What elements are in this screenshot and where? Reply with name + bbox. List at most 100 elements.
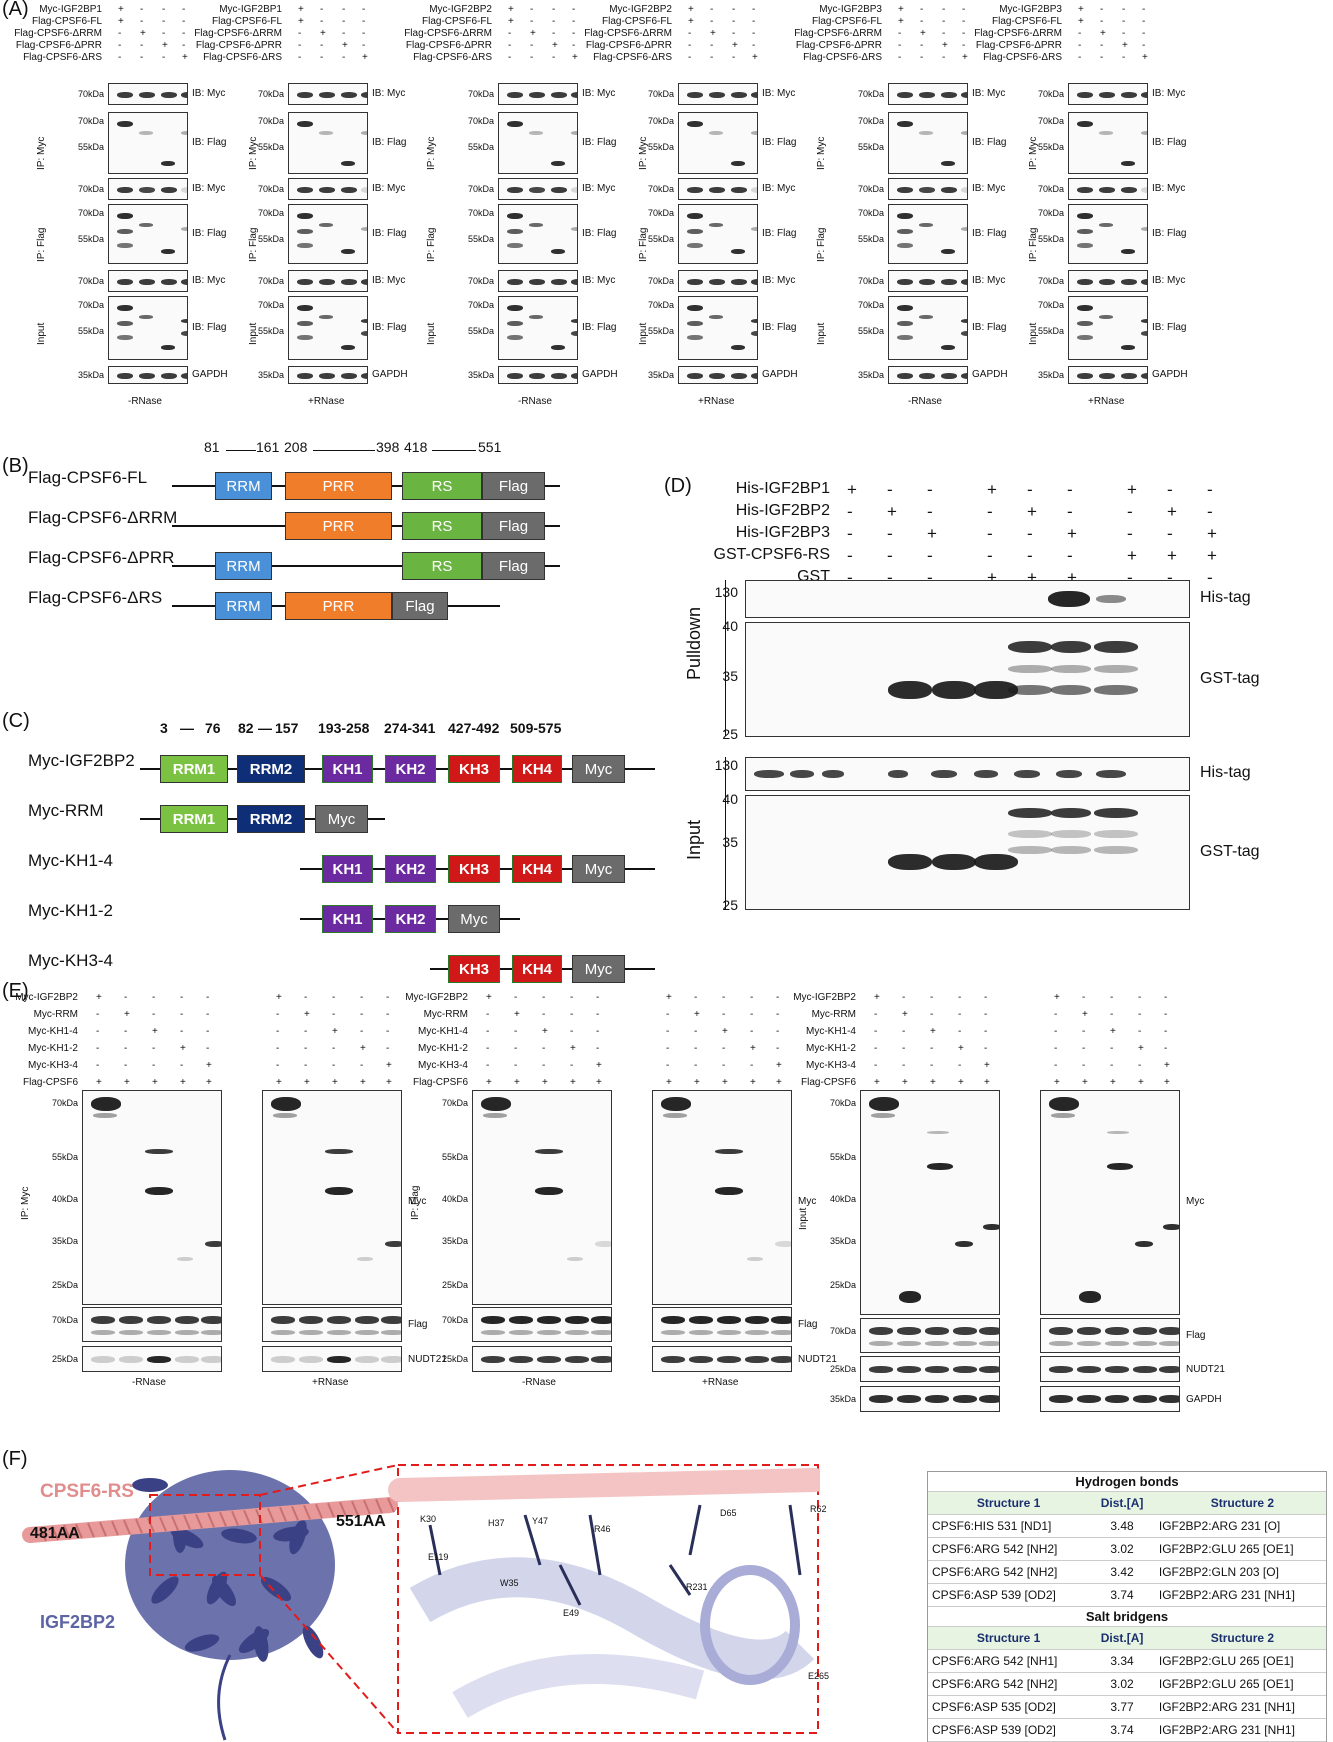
section-label: IP: Myc [248,136,259,170]
blot-band [181,227,187,231]
mw-marker: 55kDa [857,234,884,244]
blot-band [717,1316,741,1324]
salt-bridge-title: Salt bridgens [928,1607,1326,1627]
sign: - [1100,40,1104,51]
mw-marker: 55kDa [77,234,104,244]
mw-marker: 70kDa [1037,300,1064,310]
blot-band [1051,641,1091,653]
range-line [432,450,476,451]
blot-label: GAPDH [1152,369,1188,380]
blot-band [888,770,908,778]
blot-band [529,223,543,227]
blot-band [1077,243,1093,248]
construct-name: Myc-KH3-4 [28,951,114,970]
blot-band [897,373,913,379]
row-label: Flag-CPSF6 [22,1077,78,1088]
blot-band [319,187,335,193]
sign: - [874,1026,878,1037]
sign: - [118,40,122,51]
section-label: IP: Myc [1028,136,1039,170]
domain-kh4: KH4 [512,955,562,983]
sign: - [508,40,512,51]
blot-strip [288,112,368,174]
sign: - [1127,568,1133,587]
sign: - [360,1009,364,1020]
blot-band [297,243,313,248]
table-cell: 3.34 [1110,1654,1134,1668]
blot-band [1096,595,1126,603]
sign: - [1027,524,1033,543]
sign: - [360,1060,364,1071]
blot-band [535,1187,563,1195]
sign: + [987,568,997,587]
blot-band [961,92,967,98]
domain-kh2: KH2 [385,855,436,883]
sign: - [542,992,546,1003]
blot-band [925,1327,949,1335]
sign: + [874,1077,880,1088]
mw-marker: 70kDa [77,300,104,310]
blot-strip [860,1356,1000,1382]
blot-band [91,1356,115,1363]
table-cell: 3.02 [1110,1542,1134,1556]
blot-label: IB: Flag [972,137,1007,148]
blot-band [1051,1113,1075,1118]
sign: + [96,992,102,1003]
blot-band [897,1341,921,1346]
construct-label: Flag-CPSF6-ΔPRR [195,40,282,51]
panel-label-f: (F) [2,1448,28,1470]
sign: + [570,1043,576,1054]
blot-band [715,1187,743,1195]
blot-label: Flag [1186,1330,1206,1341]
sign: - [180,1060,184,1071]
blot-label: GAPDH [972,369,1008,380]
blot-band [955,1241,973,1247]
blot-band [731,279,747,285]
residue-label: E265 [808,1671,830,1681]
table-cell: CPSF6:ARG 542 [NH1] [932,1654,1058,1668]
sign: - [666,1043,670,1054]
domain-kh1: KH1 [322,855,373,883]
blot-band [319,315,333,319]
blot-strip [498,178,578,200]
blot-label: IB: Flag [1152,137,1187,148]
panel-b-cpsf6-constructs: Flag-CPSF6-FL Flag-CPSF6-ΔRRM Flag-CPSF6-Δ… [0,440,640,690]
blot-strip [108,112,188,174]
sign: - [710,52,714,63]
domain-rrm1: RRM1 [160,805,228,833]
blot-band [953,1341,977,1346]
sign: - [96,1060,100,1071]
sign: + [1054,1077,1060,1088]
sign: - [542,1009,546,1020]
sign: - [542,1043,546,1054]
blot-strip [678,204,758,264]
blot-band [175,1356,199,1363]
blot-band [481,1097,511,1111]
section-label: IP: Flag [248,227,259,262]
blot-band [661,1330,685,1335]
blot-label: IB: Myc [762,88,796,99]
panel-c-igf2bp2-constructs: Myc-IGF2BP2 Myc-RRM Myc-KH1-4 Myc-KH1-2 Myc-… [0,710,660,983]
mw-marker: 70kDa [77,89,104,99]
blot-band [161,187,177,193]
blot-strip [108,296,188,360]
blot-band [507,229,523,234]
blot-band [731,249,745,254]
panel-label-c: (C) [2,710,30,732]
mw-marker: 35 [722,834,738,850]
panel-f-structure: CPSF6-RS 481AA 551AA IGF2BP2 K30 E119 H37 Y47 R4… [0,1445,1333,1742]
blot-band [1051,830,1091,838]
mw-marker: 70kDa [441,1315,468,1325]
blot-label: GAPDH [1186,1394,1222,1405]
blot-label: NUDT21 [408,1354,447,1365]
sign: - [276,1043,280,1054]
sign: - [1167,524,1173,543]
sign: - [182,28,186,39]
sign: + [124,1009,130,1020]
blot-band [869,1097,899,1111]
blot-band [1077,279,1093,285]
sign: - [162,16,166,27]
sign: - [206,992,210,1003]
construct-label: Flag-CPSF6-FL [811,16,882,27]
blot-band [481,1356,505,1363]
